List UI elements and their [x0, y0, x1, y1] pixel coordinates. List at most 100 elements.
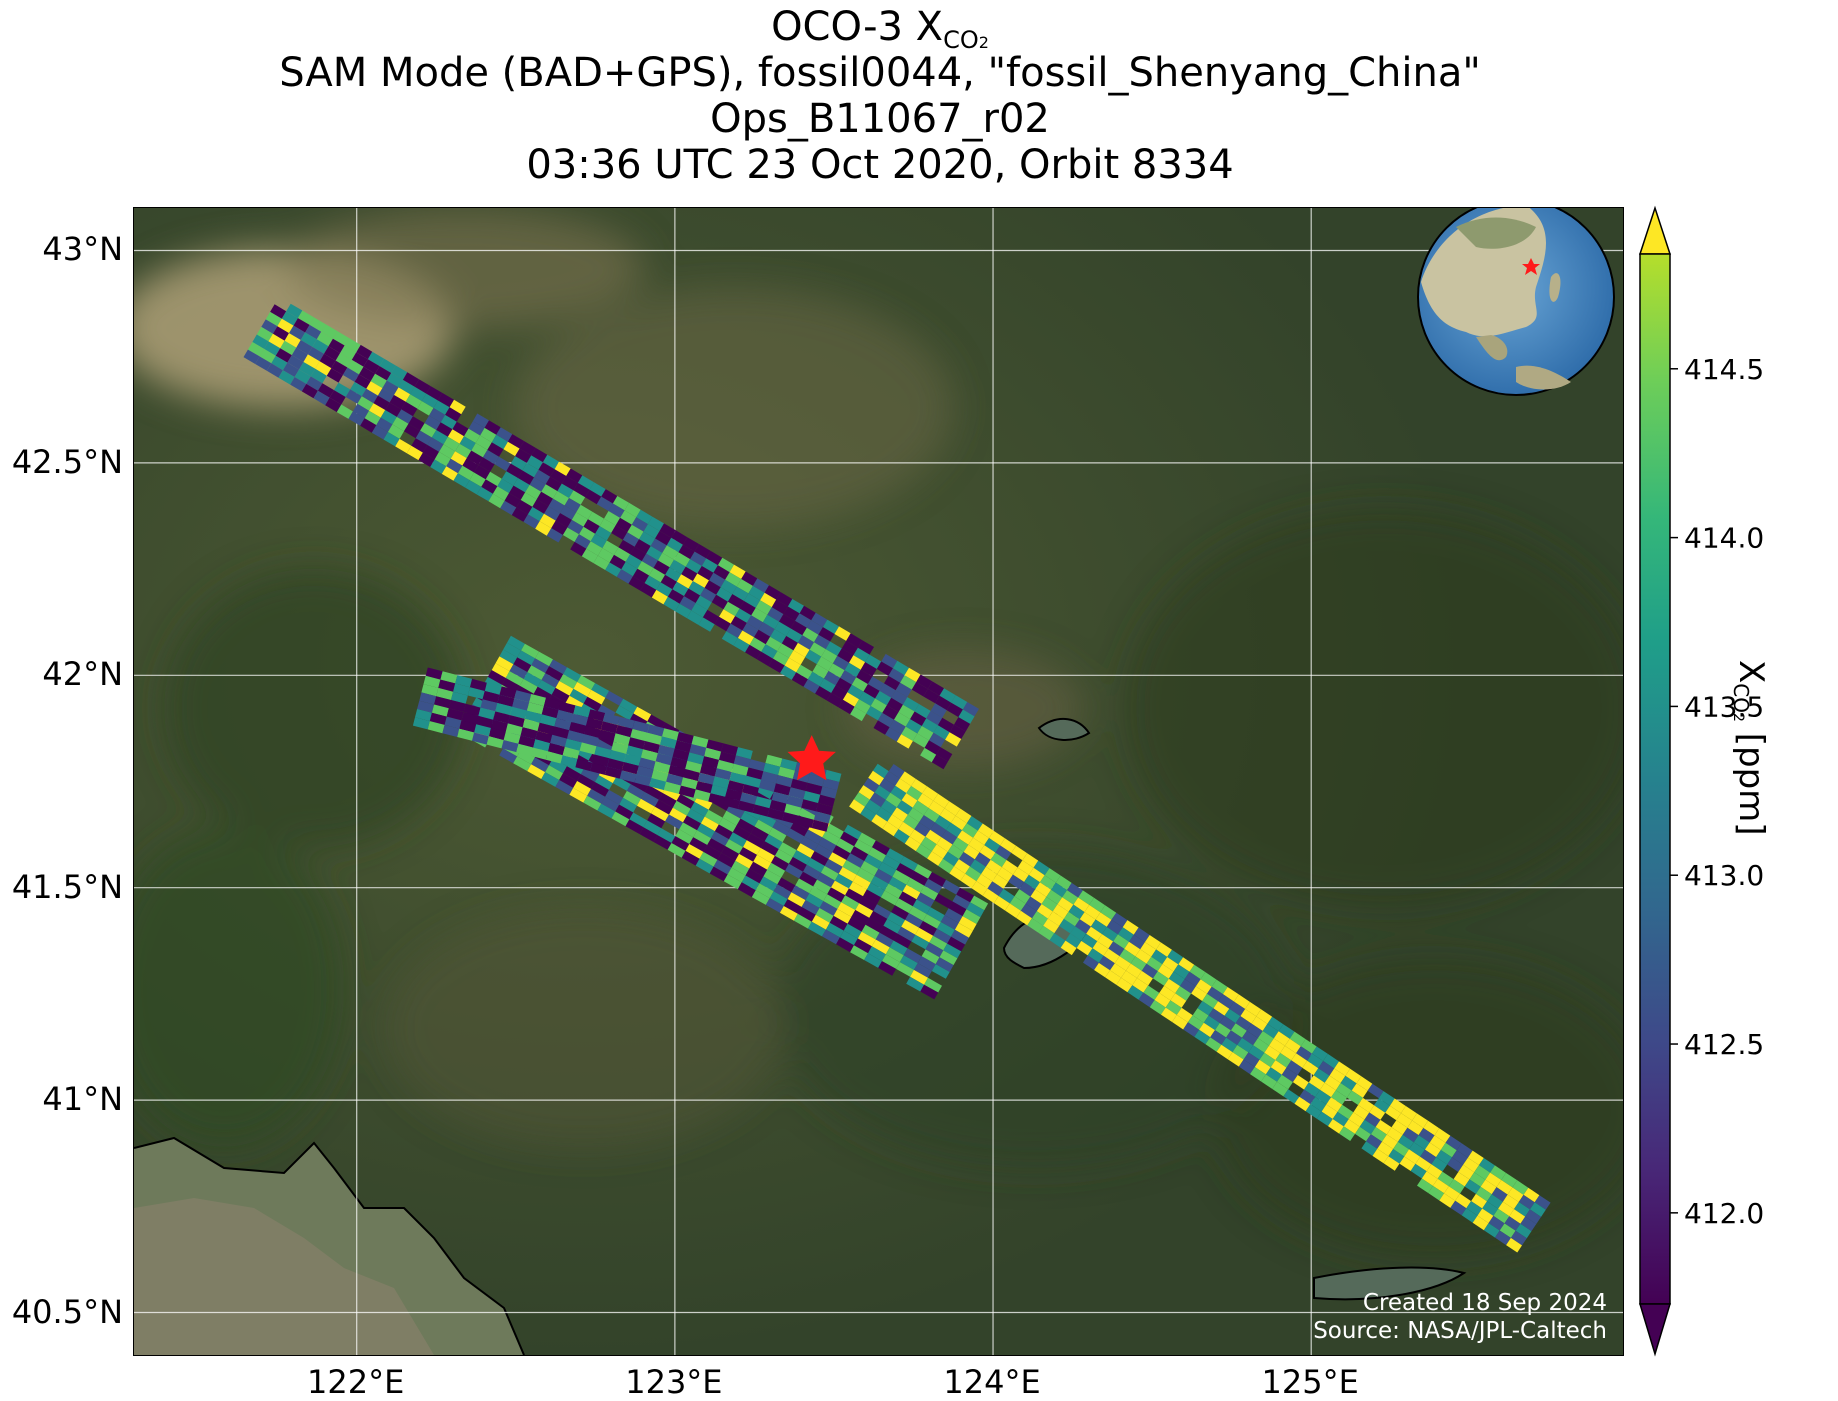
sounding-cell: [780, 665, 797, 680]
sounding-cell: [535, 731, 553, 744]
sounding-cell: [551, 520, 568, 535]
sounding-cell: [749, 637, 766, 652]
sounding-cell: [971, 881, 988, 896]
sounding-cell: [789, 650, 806, 665]
sounding-cell: [548, 498, 565, 514]
sounding-cell: [653, 761, 671, 774]
sounding-cell: [745, 868, 764, 884]
sounding-cell: [484, 682, 502, 695]
sounding-cell: [778, 842, 797, 857]
sounding-cell: [810, 851, 829, 866]
sounding-cell: [1017, 860, 1034, 875]
sounding-cell: [1122, 920, 1139, 935]
sounding-cell: [740, 811, 759, 827]
sounding-cell: [351, 352, 368, 367]
sounding-cell: [1044, 868, 1061, 883]
sounding-cell: [563, 667, 582, 682]
sounding-cell: [379, 358, 396, 373]
sounding-cell: [827, 887, 846, 903]
sounding-cell: [415, 709, 432, 722]
sounding-cell: [1386, 1127, 1403, 1142]
sounding-cell: [1359, 1119, 1376, 1135]
sounding-cell: [647, 714, 666, 730]
sounding-cell: [674, 740, 692, 753]
sounding-cell: [920, 984, 939, 1000]
sounding-cell: [841, 895, 860, 910]
sounding-cell: [767, 607, 784, 622]
sounding-cell: [1466, 1201, 1483, 1216]
sounding-cell: [499, 748, 518, 764]
sounding-cell: [533, 686, 552, 702]
sounding-cell: [503, 441, 520, 457]
sounding-cell: [625, 819, 644, 835]
sounding-cell: [910, 711, 927, 726]
sounding-cell: [894, 898, 913, 914]
sounding-cell: [465, 480, 482, 495]
sounding-cell: [813, 879, 831, 895]
sounding-cell: [1504, 1216, 1521, 1231]
sounding-cell: [1404, 1149, 1421, 1164]
sounding-cell: [1434, 1128, 1451, 1143]
sounding-cell: [426, 386, 443, 401]
sounding-cell: [649, 568, 666, 583]
sounding-cell: [1469, 1172, 1486, 1187]
sounding-cell: [1039, 875, 1056, 890]
sounding-cell: [469, 472, 486, 487]
sounding-cell: [898, 704, 915, 720]
sounding-cell: [537, 722, 555, 735]
sounding-cell: [1022, 853, 1039, 868]
sounding-cell: [1146, 956, 1163, 972]
sounding-cell: [1418, 1128, 1435, 1143]
sounding-cell: [408, 416, 425, 431]
sounding-cell: [1445, 1135, 1462, 1151]
sounding-cell: [737, 800, 755, 813]
sounding-cell: [891, 905, 909, 920]
globe-indochina-land: [1476, 335, 1508, 361]
sounding-cell: [602, 540, 619, 555]
sounding-cell: [1025, 896, 1042, 912]
sounding-cell: [714, 824, 733, 840]
sounding-cell: [926, 907, 945, 922]
sounding-cell: [1108, 941, 1125, 957]
sounding-cell: [1453, 1172, 1470, 1187]
sounding-cell: [1485, 1172, 1502, 1188]
sounding-cell: [861, 924, 880, 940]
sounding-cell: [619, 698, 638, 714]
sounding-cell: [1410, 1163, 1427, 1179]
sounding-cell: [791, 885, 810, 901]
colorbar-min-extension: [1638, 1303, 1672, 1357]
sounding-cell: [933, 928, 951, 944]
sounding-cell: [486, 736, 504, 749]
sounding-cell: [672, 800, 691, 816]
sounding-cell: [1167, 949, 1184, 965]
sounding-cell: [602, 713, 620, 726]
sounding-cell: [643, 820, 662, 836]
sounding-cell: [869, 792, 886, 808]
sounding-cell: [1130, 956, 1147, 971]
sounding-cell: [1455, 1193, 1472, 1209]
sounding-cell: [927, 851, 943, 866]
sounding-cell: [510, 456, 527, 471]
sounding-cell: [939, 808, 956, 823]
sounding-cell: [882, 954, 900, 969]
sounding-cell: [1192, 1008, 1209, 1023]
sounding-cell: [491, 434, 508, 450]
sounding-cell: [893, 933, 912, 949]
sounding-cell: [252, 334, 269, 349]
sounding-cell: [905, 719, 922, 734]
sounding-cell: [1315, 1089, 1332, 1105]
sounding-cell: [808, 921, 826, 937]
sounding-cell: [786, 795, 804, 808]
sounding-cell: [459, 720, 477, 733]
sounding-cell: [367, 351, 384, 367]
sounding-cell: [594, 775, 613, 790]
sounding-cell: [930, 703, 947, 718]
sounding-cell: [480, 427, 497, 443]
sounding-cell: [467, 687, 485, 700]
sounding-cell: [828, 663, 845, 678]
sounding-cell: [651, 769, 669, 782]
sounding-cell: [306, 376, 323, 391]
sounding-cell: [805, 782, 823, 795]
sounding-cell: [595, 526, 612, 541]
sounding-cell: [515, 448, 532, 463]
